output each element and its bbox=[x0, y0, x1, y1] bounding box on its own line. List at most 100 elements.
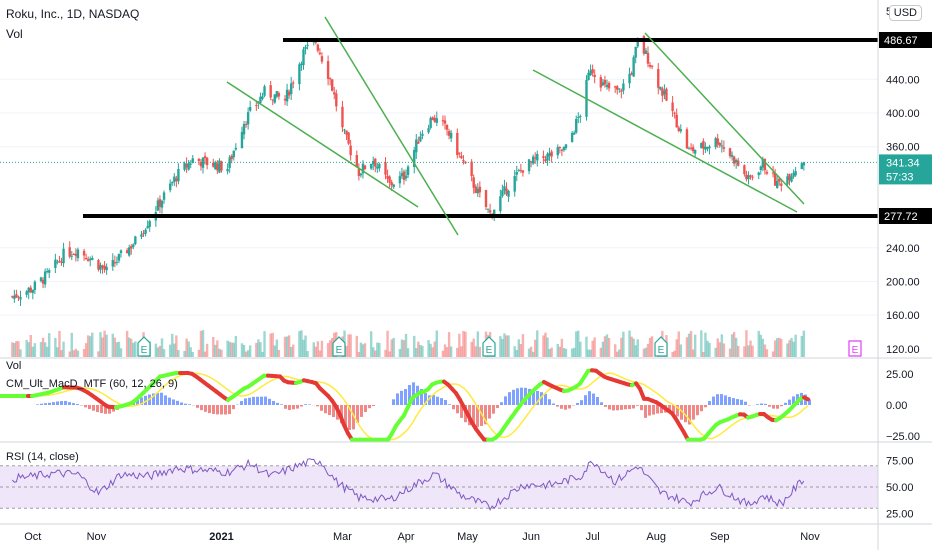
macd-histogram-bar bbox=[708, 401, 711, 405]
volume-bar bbox=[693, 334, 697, 357]
volume-bar bbox=[620, 337, 623, 357]
macd-histogram-bar bbox=[504, 396, 507, 405]
volume-bar bbox=[536, 330, 539, 357]
level-price-label: 277.72 bbox=[884, 211, 918, 223]
volume-bar bbox=[242, 344, 246, 357]
volume-bar bbox=[534, 339, 537, 357]
candle-body bbox=[271, 99, 274, 101]
macd-histogram-bar bbox=[248, 397, 251, 405]
candle-body bbox=[230, 155, 233, 160]
candle-body bbox=[158, 199, 162, 207]
candle-body bbox=[74, 253, 78, 256]
trendlines[interactable] bbox=[83, 16, 878, 236]
candle-body bbox=[562, 146, 566, 151]
time-axis[interactable]: Oct Nov 2021 Mar Apr May Jun Jul Aug Sep Nov bbox=[24, 531, 820, 543]
volume-bar bbox=[773, 340, 777, 357]
earnings-marker-label: E bbox=[141, 345, 148, 356]
macd-tick-label: 25.00 bbox=[886, 369, 914, 381]
macd-histogram-bar bbox=[424, 393, 427, 405]
candle-body bbox=[115, 261, 119, 263]
macd-histogram-bar bbox=[732, 398, 735, 405]
macd-histogram-bar bbox=[532, 389, 535, 405]
candle-body bbox=[718, 142, 721, 146]
candle-body bbox=[757, 172, 760, 176]
candle-body bbox=[148, 221, 151, 227]
volume-bar bbox=[562, 348, 566, 357]
macd-histogram-bar bbox=[400, 390, 403, 405]
volume-bar bbox=[331, 337, 334, 357]
volume-bar bbox=[577, 330, 580, 357]
time-tick-label: 2021 bbox=[209, 531, 233, 543]
macd-histogram-bar bbox=[44, 403, 47, 405]
macd-histogram-bar bbox=[500, 402, 503, 405]
price-axis[interactable]: 440.00 400.00 360.00 240.00 200.00 160.00 120.… bbox=[0, 6, 932, 521]
macd-histogram-bar bbox=[100, 405, 103, 414]
candle-body bbox=[97, 260, 100, 270]
volume-bar bbox=[119, 348, 123, 357]
candle-body bbox=[786, 176, 789, 185]
macd-histogram-bar bbox=[96, 405, 99, 413]
earnings-marker bbox=[332, 336, 346, 357]
candle-body bbox=[593, 74, 596, 78]
volume-bar bbox=[162, 349, 166, 357]
candle-body bbox=[419, 136, 422, 142]
macd-histogram-bar bbox=[600, 402, 603, 405]
volume-bar bbox=[74, 348, 78, 357]
volume-bar bbox=[671, 351, 674, 357]
macd-histogram-bar bbox=[612, 405, 615, 411]
volume-bar bbox=[607, 337, 611, 357]
candle-body bbox=[607, 82, 611, 89]
candle-body bbox=[27, 287, 30, 293]
candle-body bbox=[470, 161, 473, 176]
volume-bar bbox=[316, 341, 320, 357]
macd-histogram-bar bbox=[652, 405, 655, 415]
candle-body bbox=[546, 153, 549, 161]
candle-body bbox=[226, 168, 229, 172]
volume-bar bbox=[704, 332, 707, 357]
volume-bar bbox=[419, 345, 422, 357]
currency-button[interactable]: USD bbox=[888, 5, 922, 21]
macd-histogram-bar bbox=[304, 404, 307, 405]
candle-body bbox=[722, 147, 726, 149]
macd-histogram-bar bbox=[644, 405, 647, 418]
volume-bar bbox=[679, 344, 683, 357]
volume-bar bbox=[111, 333, 114, 357]
volume-bar bbox=[790, 338, 793, 357]
candle-body bbox=[802, 162, 806, 166]
volume-bar bbox=[201, 330, 205, 357]
volume-bar bbox=[763, 344, 767, 357]
candle-body bbox=[54, 259, 57, 269]
candle-body bbox=[275, 91, 279, 97]
volume-bar bbox=[369, 331, 373, 357]
macd-histogram-bar bbox=[292, 405, 295, 410]
macd-histogram-bar bbox=[488, 405, 491, 419]
volume-bar bbox=[507, 335, 510, 357]
volume-bar bbox=[433, 341, 436, 357]
macd-histogram-bar bbox=[584, 395, 587, 405]
candle-body bbox=[101, 265, 104, 268]
volume-bar bbox=[398, 349, 402, 357]
macd-histogram-bar bbox=[628, 405, 631, 409]
macd-histogram-bar bbox=[392, 399, 395, 405]
candle-body bbox=[242, 123, 246, 135]
volume-bar bbox=[189, 347, 192, 357]
time-tick-label: Nov bbox=[800, 531, 820, 543]
macd-histogram-bar bbox=[324, 405, 327, 414]
volume-bar bbox=[392, 337, 395, 357]
candle-body bbox=[589, 70, 592, 76]
volume-bar bbox=[326, 343, 330, 357]
candle-body bbox=[285, 89, 289, 102]
volume-bar bbox=[648, 337, 652, 357]
volume-bar bbox=[449, 346, 453, 357]
price-tick-label: 440.00 bbox=[886, 74, 920, 86]
candle-body bbox=[745, 174, 748, 180]
candle-body bbox=[82, 250, 86, 256]
candle-body bbox=[493, 209, 496, 215]
volume-bar bbox=[363, 343, 367, 357]
candle-body bbox=[677, 127, 680, 131]
candle-body bbox=[570, 132, 574, 142]
candle-body bbox=[599, 77, 603, 88]
